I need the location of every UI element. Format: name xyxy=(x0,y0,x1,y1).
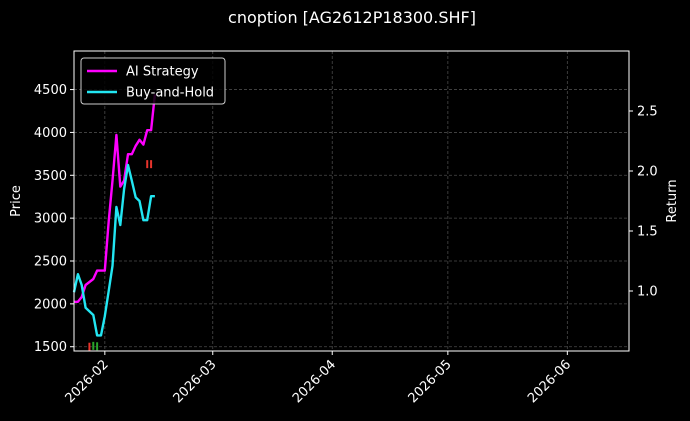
right-axis: 1.0 1.5 2.0 2.5 xyxy=(629,105,658,300)
series-lines xyxy=(72,94,157,337)
series-line xyxy=(74,94,157,303)
signal-marker xyxy=(92,341,95,350)
y-tick-label: 2500 xyxy=(34,255,67,270)
left-axis: 1500 2000 2500 3000 3500 4000 4500 xyxy=(34,83,74,355)
y-tick-label: 2000 xyxy=(34,297,67,312)
y-tick-label: 4000 xyxy=(34,126,67,141)
y2-tick-label: 2.0 xyxy=(637,165,658,180)
y-axis-label: Price xyxy=(9,185,24,217)
y2-tick-label: 2.5 xyxy=(637,105,658,120)
legend-label: Buy-and-Hold xyxy=(126,86,214,101)
signal-marker xyxy=(96,342,99,351)
y-tick-label: 3500 xyxy=(34,169,67,184)
y-tick-label: 4500 xyxy=(34,83,67,98)
y-tick-label: 1500 xyxy=(34,340,67,355)
signal-marker xyxy=(150,160,153,169)
y2-tick-label: 1.5 xyxy=(637,225,658,240)
series-line xyxy=(72,163,155,337)
y2-tick-label: 1.0 xyxy=(637,285,658,300)
signal-marker xyxy=(88,342,91,351)
legend-label: AI Strategy xyxy=(126,65,199,80)
chart-title: cnoption [AG2612P18300.SHF] xyxy=(228,8,476,27)
y2-axis-label: Return xyxy=(665,179,680,222)
legend: AI Strategy Buy-and-Hold xyxy=(80,57,226,105)
signal-marker xyxy=(146,160,149,169)
signal-markers xyxy=(88,160,153,351)
plot-frame xyxy=(73,50,630,352)
y-tick-label: 3000 xyxy=(34,212,67,227)
